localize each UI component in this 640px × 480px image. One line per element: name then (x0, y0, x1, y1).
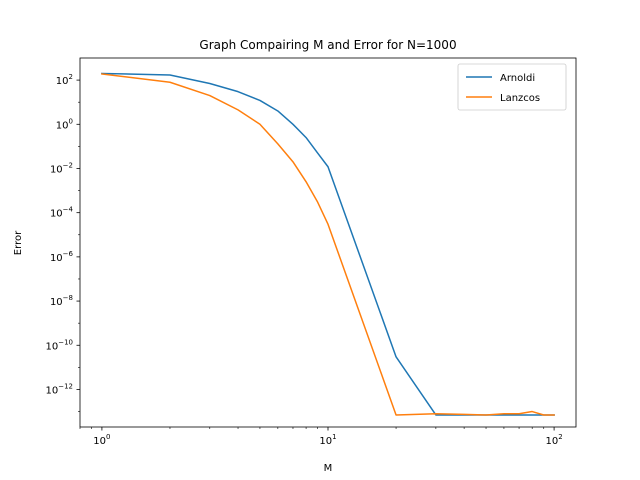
legend-label-arnoldi: Arnoldi (500, 73, 535, 84)
plot-area: 100 101 102 102 100 10−2 10−4 10−6 10−8 10−10 10−1… (45, 57, 577, 447)
series-line-lanzcos (101, 73, 555, 416)
legend-label-lanzcos: Lanzcos (500, 93, 540, 104)
x-tick-label: 102 (545, 433, 562, 447)
x-tick-label: 100 (93, 433, 110, 447)
y-tick-label: 10−6 (50, 250, 74, 264)
y-tick-label: 102 (56, 73, 73, 87)
y-tick-label: 100 (56, 117, 73, 131)
y-tick-label: 10−4 (50, 206, 74, 220)
y-tick-label: 10−8 (50, 294, 73, 308)
x-axis-title: M (324, 463, 333, 474)
y-axis-title: Error (13, 230, 24, 255)
y-tick-label: 10−12 (45, 382, 73, 396)
y-tick-label: 10−10 (45, 338, 73, 352)
legend-box (457, 63, 567, 111)
x-tick-label: 101 (319, 433, 336, 447)
chart-title: Graph Compairing M and Error for N=1000 (199, 38, 456, 52)
legend: Arnoldi Lanzcos (457, 63, 567, 111)
y-tick-label: 10−2 (50, 161, 73, 175)
series-line-arnoldi (101, 72, 555, 416)
